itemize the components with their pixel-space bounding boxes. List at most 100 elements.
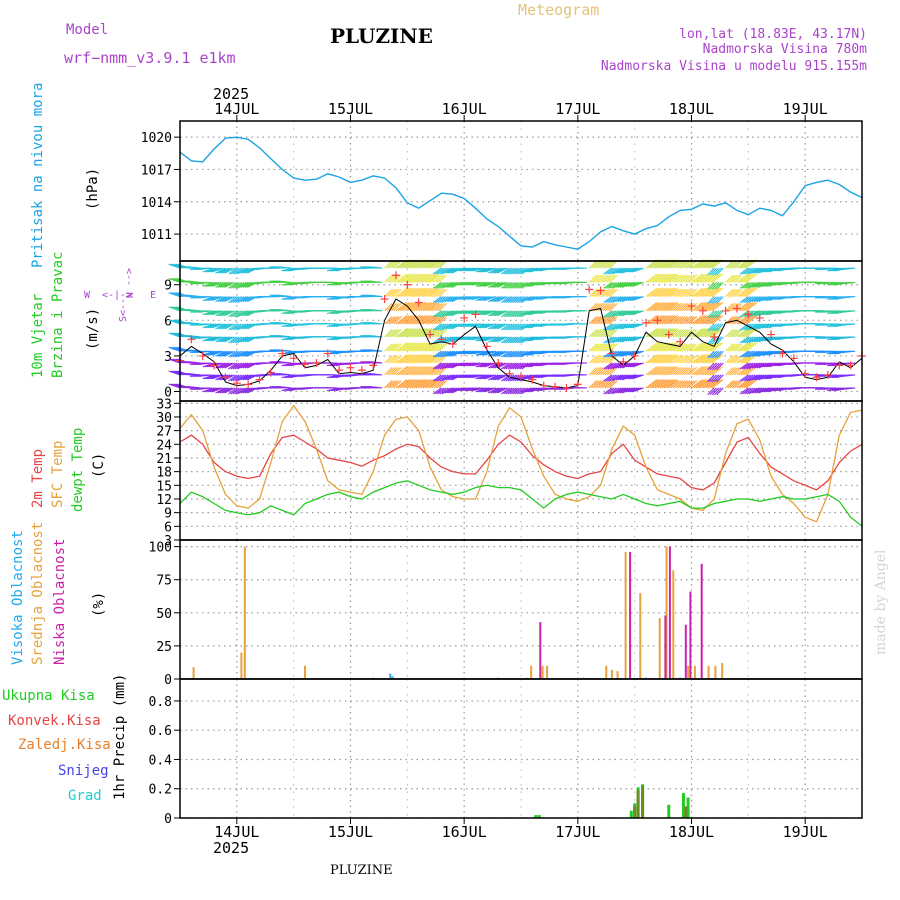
gust-marker bbox=[789, 354, 798, 363]
precip-label-0: Ukupna Kisa bbox=[2, 688, 95, 704]
pressure-unit: (hPa) bbox=[85, 168, 101, 210]
ytick-label-clouds-3: 75 bbox=[156, 574, 172, 589]
day-label-bottom-5: 19JUL bbox=[783, 823, 828, 841]
gust-marker bbox=[687, 302, 696, 311]
cloud-bar bbox=[658, 618, 661, 679]
ytick-label-pressure-1: 1014 bbox=[141, 196, 172, 211]
ytick-label-temperature-10: 33 bbox=[156, 397, 172, 412]
cloud-bar bbox=[624, 551, 627, 679]
cloud-bar bbox=[616, 671, 619, 679]
precip-bar bbox=[636, 790, 640, 818]
cloud-bar bbox=[689, 591, 692, 679]
gust-marker bbox=[482, 342, 491, 351]
day-label-bottom-1: 15JUL bbox=[328, 823, 373, 841]
ytick-label-wind-3: 9 bbox=[164, 279, 172, 294]
cloud-bar bbox=[668, 546, 671, 679]
gust-marker bbox=[528, 375, 537, 384]
ytick-label-pressure-0: 1011 bbox=[141, 228, 172, 243]
ytick-label-pressure-3: 1020 bbox=[141, 131, 172, 146]
meteogram-title: Meteogram bbox=[518, 1, 599, 19]
day-label-top-4: 18JUL bbox=[669, 100, 714, 118]
day-label-bottom-2: 16JUL bbox=[442, 823, 487, 841]
precip-bar bbox=[629, 810, 633, 818]
gust-marker bbox=[414, 298, 423, 307]
precip-label-2: Zaledj.Kisa bbox=[18, 737, 111, 753]
cloud-bar bbox=[546, 665, 549, 679]
ytick-label-temperature-5: 18 bbox=[156, 466, 172, 481]
cloud-bar bbox=[541, 665, 544, 679]
cloud-bar bbox=[665, 546, 668, 679]
ytick-label-precip-1: 0.2 bbox=[149, 783, 172, 798]
precip-label-4: Grad bbox=[68, 788, 102, 804]
gust-marker bbox=[448, 340, 457, 349]
ytick-label-clouds-2: 50 bbox=[156, 607, 172, 622]
cloud-bar bbox=[243, 546, 246, 679]
gust-marker bbox=[676, 337, 685, 346]
gust-marker bbox=[585, 285, 594, 294]
gust-marker bbox=[721, 306, 730, 315]
gust-marker bbox=[471, 310, 480, 319]
day-label-bottom-0: 14JUL bbox=[214, 823, 259, 841]
ytick-label-temperature-1: 6 bbox=[164, 520, 172, 535]
cloud-bar bbox=[693, 665, 696, 679]
gust-marker bbox=[744, 310, 753, 319]
cloud-label-low: Niska Oblacnost bbox=[52, 539, 68, 665]
precip-bar bbox=[537, 815, 541, 818]
gust-marker bbox=[210, 361, 219, 370]
precip-bar bbox=[667, 804, 671, 818]
ytick-label-temperature-2: 9 bbox=[164, 507, 172, 522]
gust-marker bbox=[823, 370, 832, 379]
gust-marker bbox=[698, 306, 707, 315]
cloud-bar bbox=[240, 652, 243, 679]
gust-marker bbox=[187, 335, 196, 344]
precip-label-1: Konvek.Kisa bbox=[8, 713, 101, 729]
elevation-text: Nadmorska Visina 780m bbox=[703, 42, 868, 57]
cloud-bar bbox=[687, 665, 690, 679]
ytick-label-wind-2: 6 bbox=[164, 314, 172, 329]
ytick-label-temperature-4: 15 bbox=[156, 479, 172, 494]
ytick-label-wind-0: 0 bbox=[164, 386, 172, 401]
frame-clouds bbox=[179, 539, 863, 680]
day-label-top-0: 14JUL bbox=[214, 100, 259, 118]
ytick-label-temperature-9: 30 bbox=[156, 411, 172, 426]
cloud-unit: (%) bbox=[91, 592, 107, 617]
ytick-label-precip-2: 0.4 bbox=[149, 753, 173, 768]
ytick-label-temperature-7: 24 bbox=[156, 438, 172, 453]
pressure-line bbox=[179, 136, 863, 250]
precip-bar bbox=[633, 806, 637, 818]
gust-marker bbox=[301, 360, 310, 369]
year-top: 2025 bbox=[213, 85, 249, 103]
wind-label-2: Brzina i Pravac bbox=[50, 252, 66, 378]
model-elevation-text: Nadmorska Visina u modelu 915.155m bbox=[601, 59, 867, 74]
gust-marker bbox=[801, 369, 810, 378]
gust-marker bbox=[323, 349, 332, 358]
compass-e: E bbox=[150, 290, 156, 301]
temp-label-2m: 2m Temp bbox=[30, 449, 46, 508]
precip-bar bbox=[684, 806, 688, 818]
gust-marker bbox=[630, 351, 639, 360]
gust-marker bbox=[573, 380, 582, 389]
cloud-bar bbox=[629, 551, 632, 679]
gust-marker bbox=[653, 316, 662, 325]
wind-unit: (m/s) bbox=[85, 308, 101, 350]
gust-marker bbox=[562, 383, 571, 392]
cloud-bar bbox=[610, 669, 613, 679]
gust-marker bbox=[732, 304, 741, 313]
temp-line-0 bbox=[179, 434, 863, 491]
gust-marker bbox=[607, 349, 616, 358]
cloud-bar bbox=[530, 665, 533, 679]
ytick-label-pressure-2: 1017 bbox=[141, 163, 172, 178]
cloud-bar bbox=[721, 663, 724, 679]
day-label-bottom-3: 17JUL bbox=[555, 823, 600, 841]
ytick-label-temperature-0: 3 bbox=[164, 534, 172, 549]
gust-marker bbox=[846, 361, 855, 370]
watermark: made by Angel bbox=[873, 549, 889, 655]
station-title: PLUZINE bbox=[330, 24, 433, 48]
ytick-label-temperature-3: 12 bbox=[156, 493, 172, 508]
gust-marker bbox=[426, 330, 435, 339]
cloud-label-mid: Srednja Oblacnost bbox=[30, 522, 46, 665]
temp-line-2 bbox=[179, 480, 863, 527]
gust-marker bbox=[596, 286, 605, 295]
day-label-bottom-4: 18JUL bbox=[669, 823, 714, 841]
